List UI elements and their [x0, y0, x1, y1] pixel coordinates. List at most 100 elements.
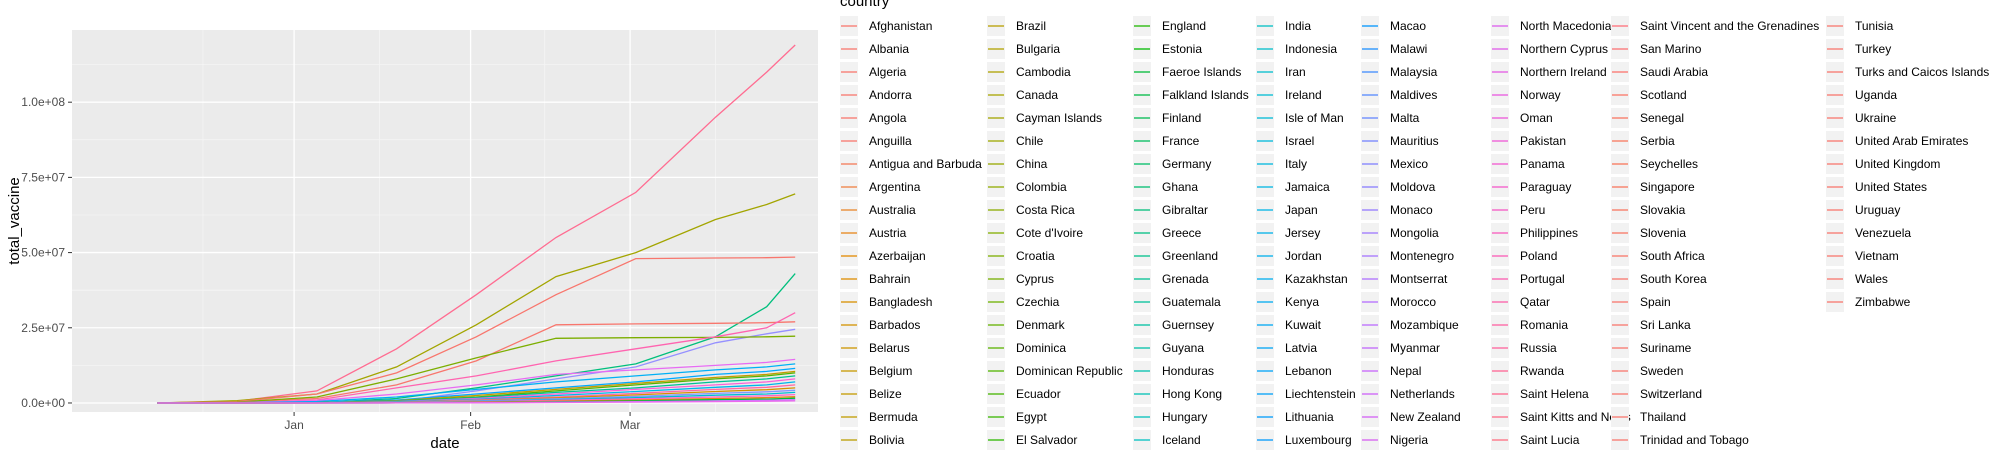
legend-label: Morocco [1390, 295, 1436, 309]
x-axis-title: date [430, 435, 459, 452]
minor-gridlines [72, 30, 818, 412]
legend-label: Antigua and Barbuda [869, 157, 982, 171]
legend-label: Iran [1285, 65, 1306, 79]
series-lines [157, 44, 796, 404]
legend-label: Lebanon [1285, 364, 1332, 378]
y-tick-label: 5.0e+07 [21, 246, 65, 260]
legend-label: Belize [869, 387, 902, 401]
legend-label: Serbia [1640, 134, 1675, 148]
legend-label: Malaysia [1390, 65, 1438, 79]
legend-label: Dominica [1016, 341, 1066, 355]
legend-label: Panama [1520, 157, 1565, 171]
legend-label: Lithuania [1285, 410, 1334, 424]
legend-label: Maldives [1390, 88, 1437, 102]
y-tick-label: 0.0e+00 [21, 396, 65, 410]
legend-label: Ireland [1285, 88, 1322, 102]
legend-label: Egypt [1016, 410, 1047, 424]
legend-label: Bermuda [869, 410, 918, 424]
legend-label: Faeroe Islands [1162, 65, 1241, 79]
legend-label: Senegal [1640, 111, 1684, 125]
legend-label: Germany [1162, 157, 1211, 171]
legend-label: Albania [869, 42, 909, 56]
legend-label: Nepal [1390, 364, 1421, 378]
legend-label: Isle of Man [1285, 111, 1344, 125]
legend-label: Dominican Republic [1016, 364, 1123, 378]
legend-label: Japan [1285, 203, 1318, 217]
x-tick-label: Mar [620, 418, 641, 432]
legend-label: Jersey [1285, 226, 1320, 240]
legend-label: Vietnam [1855, 249, 1899, 263]
y-tick-label: 1.0e+08 [21, 95, 65, 109]
legend-label: North Macedonia [1520, 19, 1612, 33]
legend-label: Falkland Islands [1162, 88, 1249, 102]
y-axis-title: total_vaccine [6, 177, 23, 265]
legend-label: Greece [1162, 226, 1202, 240]
legend-label: Turks and Caicos Islands [1855, 65, 1989, 79]
legend-label: Montserrat [1390, 272, 1448, 286]
legend: Afghanistan Albania Algeria Andorra Angola An… [840, 16, 1989, 450]
legend-label: Romania [1520, 318, 1568, 332]
legend-label: Spain [1640, 295, 1671, 309]
legend-label: Uruguay [1855, 203, 1900, 217]
legend-label: Colombia [1016, 180, 1067, 194]
legend-label: United States [1855, 180, 1927, 194]
legend-label: Cote d'Ivoire [1016, 226, 1083, 240]
legend-label: Canada [1016, 88, 1058, 102]
series-line [157, 335, 796, 404]
legend-label: Slovenia [1640, 226, 1686, 240]
legend-label: Sri Lanka [1640, 318, 1691, 332]
legend-label: Greenland [1162, 249, 1218, 263]
legend-label: Saudi Arabia [1640, 65, 1708, 79]
legend-label: Jamaica [1285, 180, 1330, 194]
legend-label: South Africa [1640, 249, 1705, 263]
legend-label: Trinidad and Tobago [1640, 433, 1749, 447]
legend-label: South Korea [1640, 272, 1707, 286]
legend-label: Costa Rica [1016, 203, 1075, 217]
legend-label: Austria [869, 226, 907, 240]
legend-label: Malawi [1390, 42, 1427, 56]
legend-label: Saint Lucia [1520, 433, 1580, 447]
legend-label: United Arab Emirates [1855, 134, 1968, 148]
legend-label: Barbados [869, 318, 920, 332]
legend-label: Indonesia [1285, 42, 1337, 56]
legend-label: Guatemala [1162, 295, 1221, 309]
legend-label: Turkey [1855, 42, 1891, 56]
legend-label: Paraguay [1520, 180, 1571, 194]
legend-label: Ukraine [1855, 111, 1897, 125]
legend-label: Monaco [1390, 203, 1433, 217]
legend-label: Finland [1162, 111, 1201, 125]
legend-label: Thailand [1640, 410, 1686, 424]
legend-label: Israel [1285, 134, 1314, 148]
legend-label: Belgium [869, 364, 912, 378]
legend-label: Malta [1390, 111, 1420, 125]
legend-label: Peru [1520, 203, 1545, 217]
y-tick-label: 2.5e+07 [21, 321, 65, 335]
legend-label: Honduras [1162, 364, 1214, 378]
legend-label: Afghanistan [869, 19, 932, 33]
legend-label: Mauritius [1390, 134, 1439, 148]
legend-label: Hungary [1162, 410, 1207, 424]
legend-label: Ecuador [1016, 387, 1061, 401]
legend-label: Czechia [1016, 295, 1060, 309]
legend-label: Cyprus [1016, 272, 1054, 286]
legend-label: Oman [1520, 111, 1553, 125]
series-line [157, 256, 796, 404]
plot-panel [72, 30, 818, 412]
legend-label: Sweden [1640, 364, 1683, 378]
legend-label: Mexico [1390, 157, 1428, 171]
legend-label: Rwanda [1520, 364, 1564, 378]
legend-label: Myanmar [1390, 341, 1440, 355]
legend-label: Bangladesh [869, 295, 932, 309]
legend-label: Ghana [1162, 180, 1198, 194]
legend-label: Saint Kitts and Nevis [1520, 410, 1631, 424]
legend-label: El Salvador [1016, 433, 1077, 447]
legend-label: Gibraltar [1162, 203, 1208, 217]
legend-label: Croatia [1016, 249, 1055, 263]
series-line [157, 400, 796, 404]
legend-label: Cayman Islands [1016, 111, 1102, 125]
axes: 0.0e+00 2.5e+07 5.0e+07 7.5e+07 1.0e+08 Jan Fe… [21, 95, 640, 432]
legend-label: Chile [1016, 134, 1044, 148]
legend-label: Estonia [1162, 42, 1202, 56]
legend-label: Kenya [1285, 295, 1319, 309]
legend-label: Italy [1285, 157, 1307, 171]
